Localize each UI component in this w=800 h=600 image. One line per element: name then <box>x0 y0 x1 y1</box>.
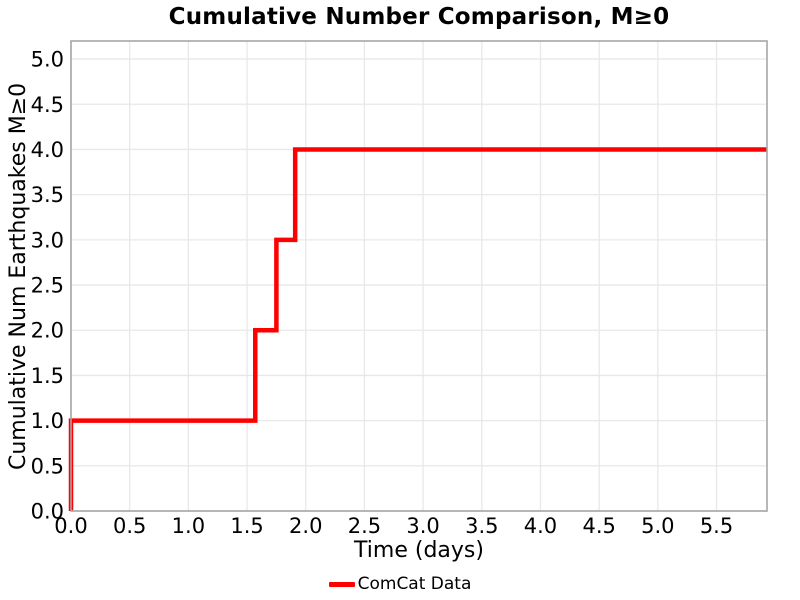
y-tick-label: 4.0 <box>31 138 64 162</box>
x-tick-label: 4.5 <box>582 514 615 538</box>
plot-frame <box>70 40 768 512</box>
x-tick-label: 3.0 <box>406 514 439 538</box>
x-tick-label: 1.0 <box>172 514 205 538</box>
y-tick-label: 3.5 <box>31 183 64 207</box>
y-tick-label: 1.5 <box>31 364 64 388</box>
x-tick-label: 3.5 <box>465 514 498 538</box>
x-tick-label: 1.5 <box>230 514 263 538</box>
series-step-line <box>68 147 767 511</box>
y-tick-label: 0.5 <box>31 454 64 478</box>
legend-line-icon <box>328 581 355 587</box>
x-tick-label: 0.0 <box>54 514 87 538</box>
y-tick-label: 0.0 <box>31 500 64 524</box>
x-tick-label: 5.0 <box>641 514 674 538</box>
x-tick-label: 5.5 <box>700 514 733 538</box>
x-tick-label: 4.0 <box>524 514 557 538</box>
chart-title: Cumulative Number Comparison, M≥0 <box>168 4 670 30</box>
legend: ComCat Data <box>0 572 800 596</box>
x-axis-label: Time (days) <box>354 538 484 563</box>
y-tick-label: 2.0 <box>31 319 64 343</box>
y-tick-label: 1.0 <box>31 409 64 433</box>
y-tick-label: 3.0 <box>31 228 64 252</box>
y-tick-label: 4.5 <box>31 93 64 117</box>
x-tick-label: 2.0 <box>289 514 322 538</box>
x-tick-label: 0.5 <box>113 514 146 538</box>
x-tick-label: 2.5 <box>348 514 381 538</box>
legend-label: ComCat Data <box>357 574 472 594</box>
y-tick-label: 2.5 <box>31 274 64 298</box>
y-tick-label: 5.0 <box>31 48 64 72</box>
